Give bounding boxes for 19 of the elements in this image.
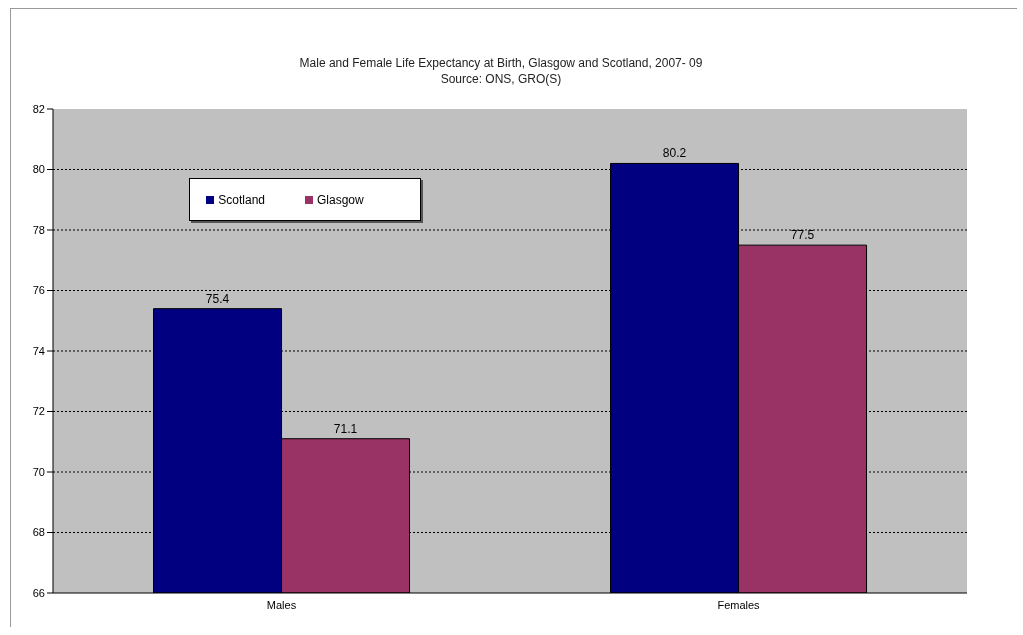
x-tick-label: Females	[717, 598, 761, 611]
y-tick-label: 72	[32, 405, 45, 418]
data-label: 77.5	[790, 228, 815, 243]
y-tick-label: 68	[32, 526, 45, 539]
y-tick-label: 82	[32, 102, 45, 115]
legend-label: Scotland	[218, 192, 265, 207]
chart-title: Male and Female Life Expectancy at Birth, Glasgow and Scotland, 2007- 09	[298, 55, 704, 71]
y-tick-label: 66	[32, 586, 45, 599]
y-tick-label: 76	[32, 284, 45, 297]
y-tick-label: 74	[32, 344, 45, 357]
data-label: 80.2	[662, 146, 687, 161]
source-note: Source: ONS, GRO(S)	[439, 71, 563, 87]
legend-label: Glasgow	[317, 192, 364, 207]
data-label: 75.4	[205, 291, 230, 306]
y-tick-label: 70	[32, 465, 45, 478]
y-tick-label: 80	[32, 163, 45, 176]
y-tick-label: 78	[32, 223, 45, 236]
x-tick-label: Males	[266, 598, 297, 611]
data-label: 71.1	[333, 421, 358, 436]
